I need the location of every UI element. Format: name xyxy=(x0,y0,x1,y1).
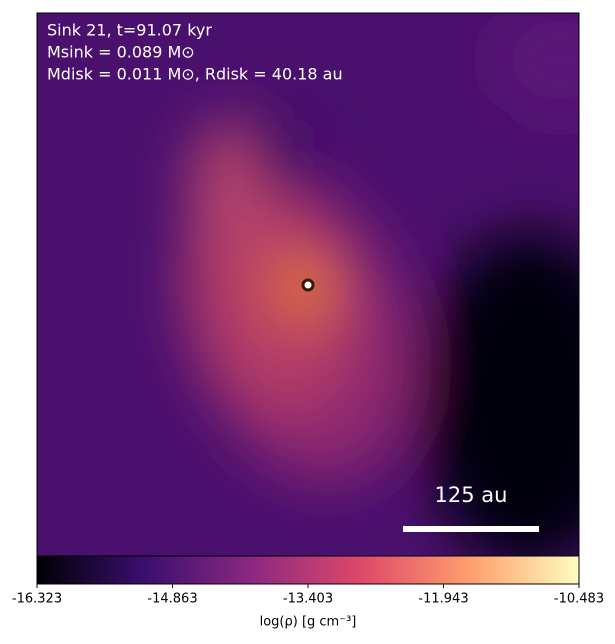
annotation: Msink = 0.089 M⊙ xyxy=(47,43,195,62)
tick-label: -16.323 xyxy=(12,592,62,607)
sink-marker xyxy=(301,278,315,292)
annotation: Mdisk = 0.011 M⊙, Rdisk = 40.18 au xyxy=(47,65,343,84)
scale-bar-label: 125 au xyxy=(435,483,508,507)
tick-label: -11.943 xyxy=(418,592,468,607)
colorbar xyxy=(36,555,580,585)
tick-label: -13.403 xyxy=(283,592,333,607)
colorbar-label: log(ρ) [g cm⁻³] xyxy=(260,615,357,630)
annotation: Sink 21, t=91.07 kyr xyxy=(47,21,212,40)
tick-label: -10.483 xyxy=(554,592,604,607)
scale-bar xyxy=(403,526,539,532)
density-image xyxy=(37,13,579,556)
tick-label: -14.863 xyxy=(147,592,197,607)
